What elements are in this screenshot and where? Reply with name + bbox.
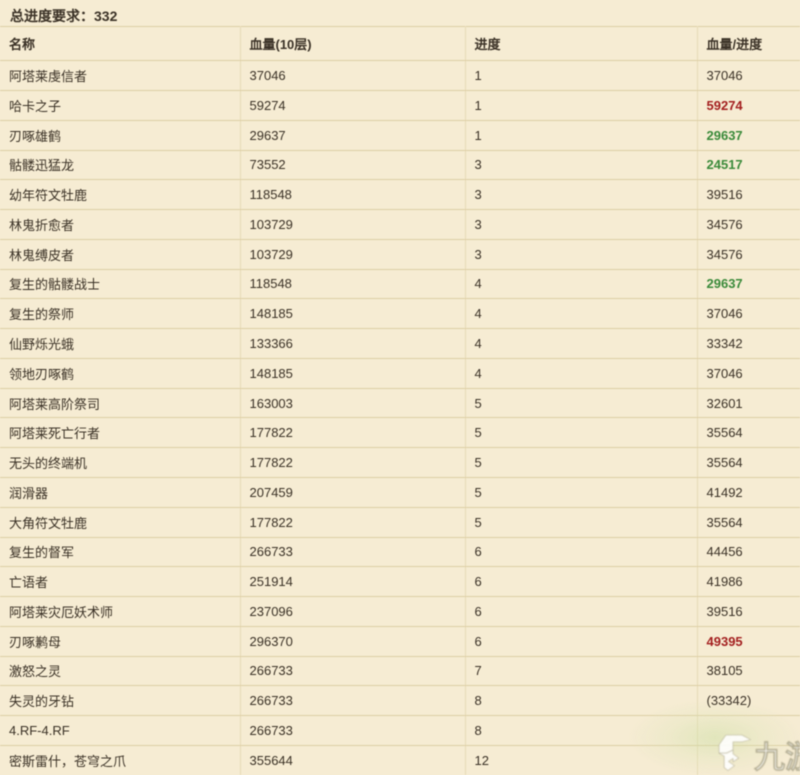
svg-text:九游: 九游 <box>754 740 800 775</box>
